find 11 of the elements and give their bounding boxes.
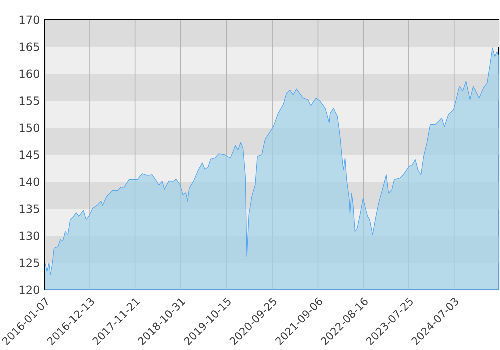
y-tick-label: 120 [20,286,40,294]
y-tick-label: 170 [20,16,40,24]
y-tick-label: 150 [20,124,40,132]
y-tick-label: 160 [20,70,40,78]
y-tick-label: 165 [20,42,40,52]
y-tick-label: 145 [20,150,40,160]
y-tick-label: 155 [20,96,40,106]
y-tick-label: 130 [20,232,40,240]
y-tick-label: 125 [20,258,40,268]
y-tick-label: 135 [20,204,40,214]
y-tick-label: 140 [20,178,40,186]
